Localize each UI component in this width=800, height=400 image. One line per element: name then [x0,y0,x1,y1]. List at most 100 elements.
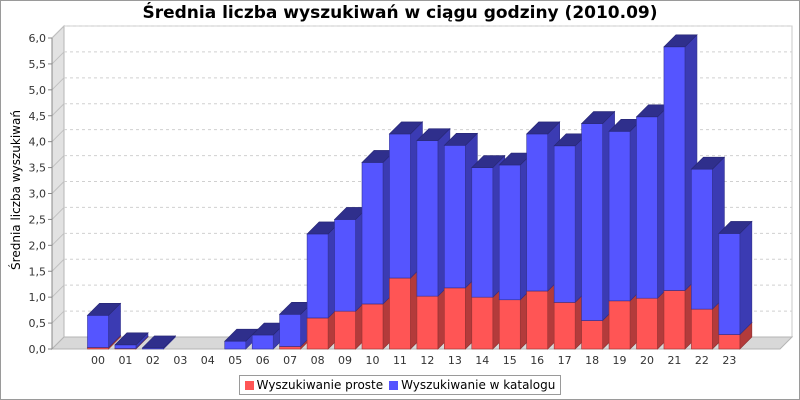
x-tick-label: 00 [91,354,105,367]
x-tick-label: 02 [146,354,160,367]
bar-1-10 [361,162,384,305]
x-tick-label: 21 [667,354,681,367]
bar-0-19 [608,300,631,350]
legend-label-1: Wyszukiwanie w katalogu [401,378,556,392]
bar-top-1-16 [525,121,561,135]
y-tick-label: 2,5 [29,213,47,226]
y-tick-label: 2,0 [29,239,47,252]
gridline-wall [51,129,65,143]
bar-1-05 [224,340,247,350]
bar-1-17 [553,145,576,303]
bar-0-16 [526,290,549,350]
bar-0-15 [498,299,521,350]
bar-1-22 [691,168,713,310]
gridline-wall [51,207,65,220]
y-tick-label: 0,5 [29,317,47,330]
x-tick-label: 03 [173,354,187,367]
bar-top-1-01 [114,332,149,346]
y-tick-label: 5,0 [29,84,47,97]
legend-swatch-0 [244,380,254,390]
gridline-wall [51,284,65,298]
legend-item-series-1: Wyszukiwanie w katalogu [389,378,555,392]
y-tick-label: 4,0 [29,136,47,149]
bar-group [86,34,753,350]
bar-1-00 [87,315,109,348]
x-tick-label: 11 [393,354,407,367]
gridline-wall [51,103,65,117]
bar-1-19 [608,131,631,302]
bar-1-21 [663,46,686,291]
x-tick-label: 06 [256,354,270,367]
bar-0-17 [553,302,576,350]
bar-1-20 [636,116,658,299]
bar-0-20 [636,297,658,350]
x-tick-label: 18 [585,354,599,367]
bar-1-06 [251,334,274,350]
bar-1-23 [718,233,741,335]
y-tick-labels: 0,0 0,5 1,0 1,5 2,0 2,5 3,0 3,5 4,0 4,5 5,0 5,5 6,0 [29,32,53,356]
y-tick-label: 1,5 [29,265,47,278]
x-tick-label: 16 [530,354,544,367]
y-tick-label: 4,5 [29,110,47,123]
bar-1-14 [471,167,494,298]
bar-1-07 [279,313,301,347]
gridline-wall [51,155,65,168]
bar-1-16 [526,133,549,292]
y-tick-label: 1,0 [29,291,47,304]
bar-top-1-12 [416,128,451,141]
bar-0-10 [361,303,384,350]
legend-label-0: Wyszukiwanie proste [256,378,384,392]
x-tick-label: 14 [475,354,489,367]
x-tick-label: 20 [640,354,654,367]
bar-0-08 [306,317,329,350]
bar-top-1-22 [690,156,726,170]
x-tick-label: 23 [722,354,736,367]
bar-top-1-00 [86,303,122,316]
legend-box: Wyszukiwanie proste Wyszukiwanie w katal… [238,375,562,395]
x-tick-label: 08 [311,354,325,367]
gridline-wall [51,258,65,272]
bar-top-1-02 [141,335,177,349]
y-tick-label: 6,0 [29,32,47,45]
gridline-wall [51,25,65,39]
bar-top-1-21 [663,34,698,48]
y-tick-label: 3,0 [29,188,47,201]
bar-side-1-23 [739,220,753,336]
bar-top-1-13 [443,132,479,146]
bar-1-15 [498,164,521,301]
bar-0-22 [691,308,713,350]
bar-0-23 [718,334,741,350]
y-axis-label: Średnia liczba wyszukiwań [8,110,23,270]
bar-1-09 [334,219,356,312]
bar-0-11 [389,277,411,350]
y-tick-label: 3,5 [29,162,47,175]
legend-swatch-1 [389,380,399,390]
x-tick-labels: 00 01 02 03 04 05 06 07 08 09 10 11 12 13 14 15 16 17 18 19… [91,354,736,367]
x-tick-label: 17 [558,354,572,367]
bar-0-14 [471,296,494,350]
chart-title: Średnia liczba wyszukiwań w ciągu godzin… [142,3,658,23]
bar-0-21 [663,290,686,350]
x-tick-label: 09 [338,354,352,367]
x-tick-label: 01 [118,354,132,367]
x-tick-label: 13 [448,354,462,367]
bar-1-11 [389,133,411,279]
bar-0-07 [279,346,301,350]
y-tick-label: 5,5 [29,58,47,71]
gridline-wall [51,77,65,91]
bar-top-1-18 [580,111,616,124]
x-tick-label: 10 [366,354,380,367]
bar-top-1-23 [718,221,753,234]
bar-top-1-11 [388,121,424,135]
bar-1-18 [581,123,603,321]
bar-1-01 [114,344,137,349]
gridline-wall [51,232,65,246]
bar-0-13 [444,287,466,350]
x-tick-label: 22 [695,354,709,367]
bar-0-09 [334,310,356,350]
legend: Wyszukiwanie proste Wyszukiwanie w katal… [0,375,800,395]
x-tick-label: 12 [420,354,434,367]
x-tick-label: 04 [201,354,215,367]
bar-1-13 [444,144,466,289]
bar-1-08 [306,233,329,319]
